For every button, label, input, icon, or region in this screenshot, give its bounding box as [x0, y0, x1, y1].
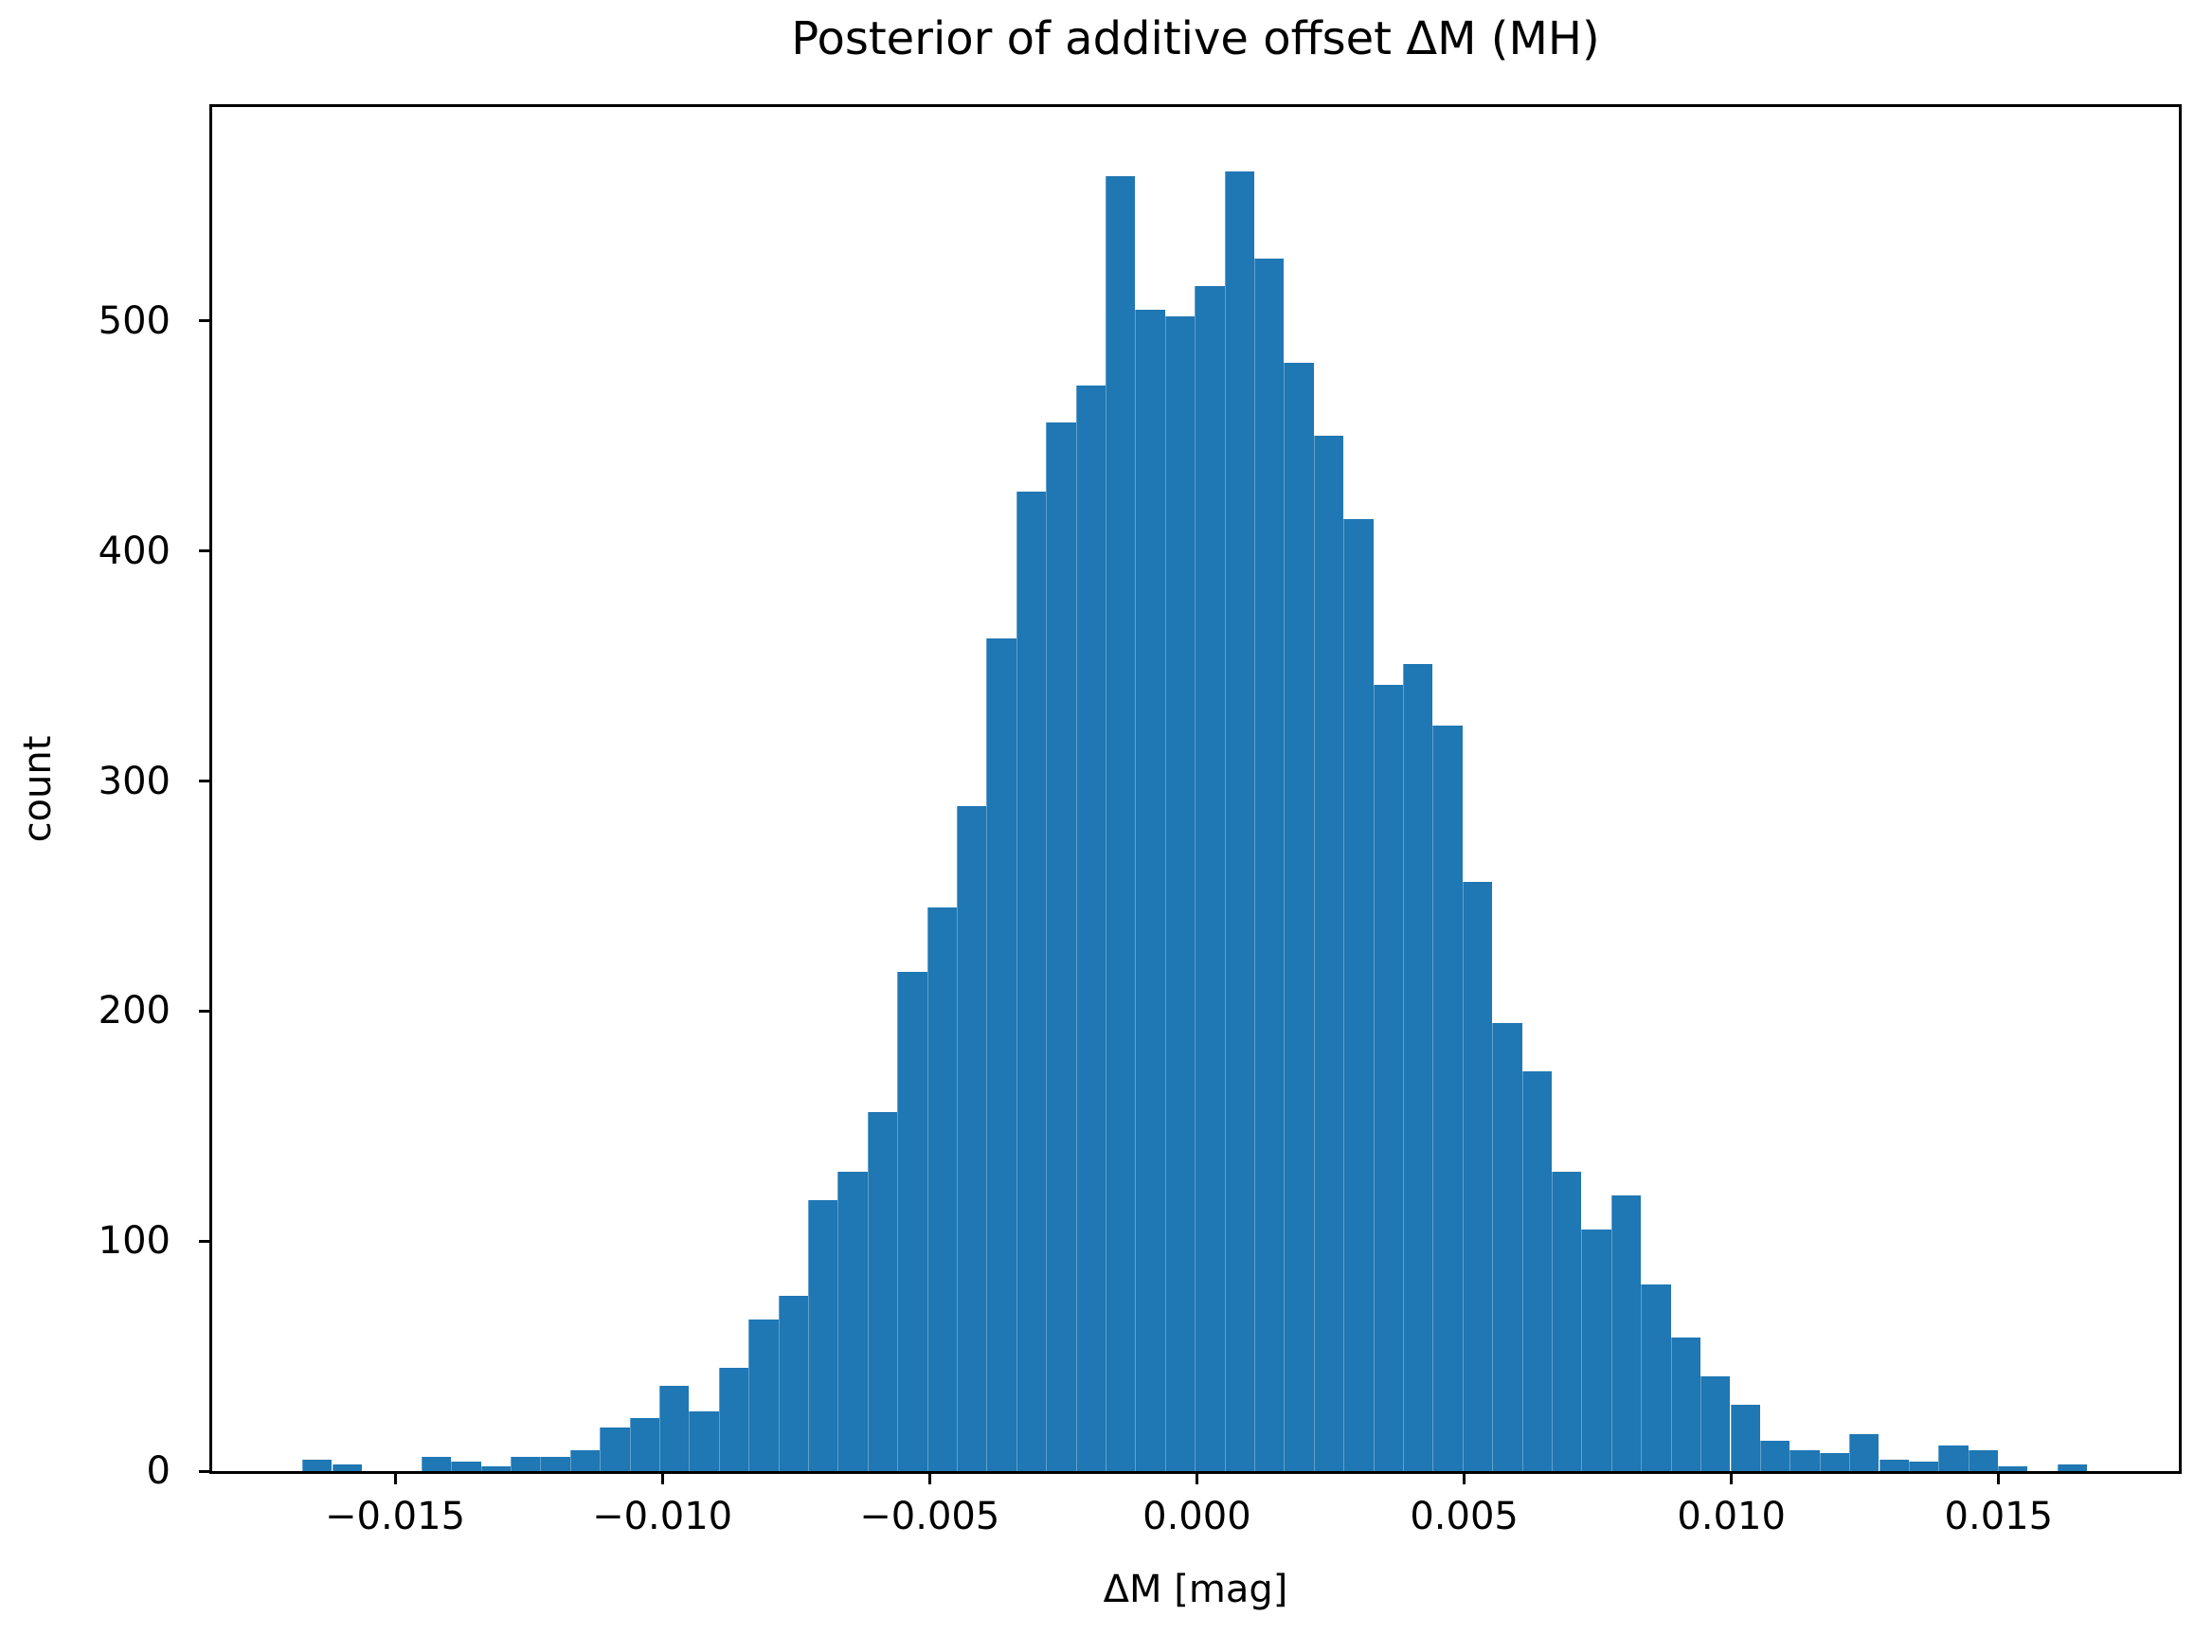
histogram-bar: [1343, 518, 1374, 1471]
histogram-bar: [1670, 1338, 1700, 1471]
y-axis-tick: [199, 1009, 209, 1013]
histogram-bar: [1938, 1446, 1969, 1471]
histogram-bar: [540, 1457, 570, 1471]
histogram-bar: [1521, 1070, 1552, 1471]
histogram-bar: [569, 1450, 601, 1471]
x-axis-tick: [927, 1474, 931, 1484]
histogram-bar: [1968, 1450, 1999, 1471]
histogram-bar: [1908, 1462, 1939, 1471]
x-axis-label: ΔM [mag]: [1103, 1568, 1288, 1611]
histogram-bar: [1432, 726, 1463, 1471]
histogram-bar: [1313, 436, 1344, 1471]
y-axis-tick: [199, 549, 209, 553]
histogram-bar: [1610, 1194, 1642, 1471]
histogram-bar: [1641, 1284, 1671, 1471]
histogram-bar: [480, 1466, 511, 1471]
y-tick-label: 100: [98, 1219, 171, 1264]
x-axis-tick: [1195, 1474, 1198, 1484]
x-axis-tick: [660, 1474, 664, 1484]
histogram-bar: [1700, 1376, 1731, 1471]
histogram-bar: [302, 1459, 333, 1471]
histogram-bar: [1552, 1172, 1582, 1471]
histogram-bar: [1730, 1404, 1760, 1471]
x-tick-label: −0.010: [592, 1495, 733, 1538]
histogram-bar: [897, 972, 927, 1471]
histogram-bar: [1284, 362, 1314, 1471]
histogram-bar: [808, 1199, 838, 1471]
histogram-bar: [957, 806, 987, 1471]
histogram-bar: [926, 907, 957, 1471]
x-tick-label: −0.005: [859, 1495, 1000, 1538]
y-axis-tick: [199, 1239, 209, 1243]
histogram-bar: [1016, 491, 1047, 1471]
histogram-bar: [837, 1172, 868, 1471]
histogram-bar: [1106, 175, 1136, 1471]
histogram-bar: [1075, 385, 1106, 1471]
histogram-bar: [659, 1386, 690, 1471]
chart-title: Posterior of additive offset ΔM (MH): [791, 12, 1600, 65]
y-tick-label: 300: [98, 759, 171, 803]
histogram-bar: [1403, 663, 1433, 1471]
histogram-bar: [1492, 1022, 1522, 1471]
histogram-bar: [1135, 309, 1165, 1471]
histogram-bar: [1581, 1230, 1611, 1471]
y-tick-label: 0: [146, 1449, 171, 1493]
histogram-bar: [1998, 1466, 2028, 1471]
histogram-bar: [1789, 1450, 1820, 1471]
y-tick-label: 200: [98, 989, 171, 1033]
x-axis-tick: [393, 1474, 397, 1484]
histogram-bar: [1195, 286, 1225, 1471]
y-axis-tick: [199, 1469, 209, 1473]
histogram-bar: [1879, 1459, 1909, 1471]
y-axis-tick: [199, 780, 209, 782]
x-tick-label: 0.005: [1410, 1495, 1519, 1538]
x-tick-label: 0.015: [1944, 1495, 2054, 1538]
histogram-bar: [600, 1427, 630, 1471]
y-tick-label: 400: [98, 529, 171, 573]
histogram-bar: [1046, 422, 1076, 1471]
y-tick-label: 500: [98, 298, 171, 343]
histogram-bar: [1462, 882, 1493, 1471]
histogram-bar: [1164, 316, 1196, 1471]
histogram-bar: [421, 1457, 452, 1471]
histogram-bar: [332, 1463, 362, 1471]
y-axis-label: count: [16, 735, 60, 843]
histogram-bar: [778, 1296, 808, 1471]
histogram-bar: [748, 1319, 779, 1471]
x-axis-tick: [1463, 1474, 1466, 1484]
histogram-bar: [718, 1367, 749, 1471]
histogram-bar: [1759, 1441, 1790, 1471]
y-axis-tick: [199, 319, 209, 323]
x-tick-label: 0.000: [1142, 1495, 1251, 1538]
histogram-bar: [986, 637, 1016, 1471]
histogram-bar: [1373, 684, 1403, 1471]
plot-area: −0.015 −0.010 −0.005 0.000 0.005 0.010 0.015 0 1…: [99, 104, 2182, 1538]
histogram-bar: [1254, 259, 1285, 1471]
histogram-bar: [1224, 171, 1254, 1471]
histogram-bar: [867, 1112, 898, 1471]
histogram-bar: [629, 1418, 659, 1471]
x-tick-label: 0.010: [1677, 1495, 1786, 1538]
histogram-bar: [511, 1457, 541, 1471]
x-axis-tick: [1730, 1474, 1734, 1484]
histogram-bar: [2057, 1463, 2088, 1471]
histogram-bar: [1849, 1434, 1879, 1471]
histogram-bar: [1819, 1452, 1850, 1471]
histogram-bar: [451, 1462, 481, 1471]
histogram-bar: [689, 1410, 719, 1471]
x-axis-tick: [1997, 1474, 2001, 1484]
x-tick-label: −0.015: [324, 1495, 466, 1538]
